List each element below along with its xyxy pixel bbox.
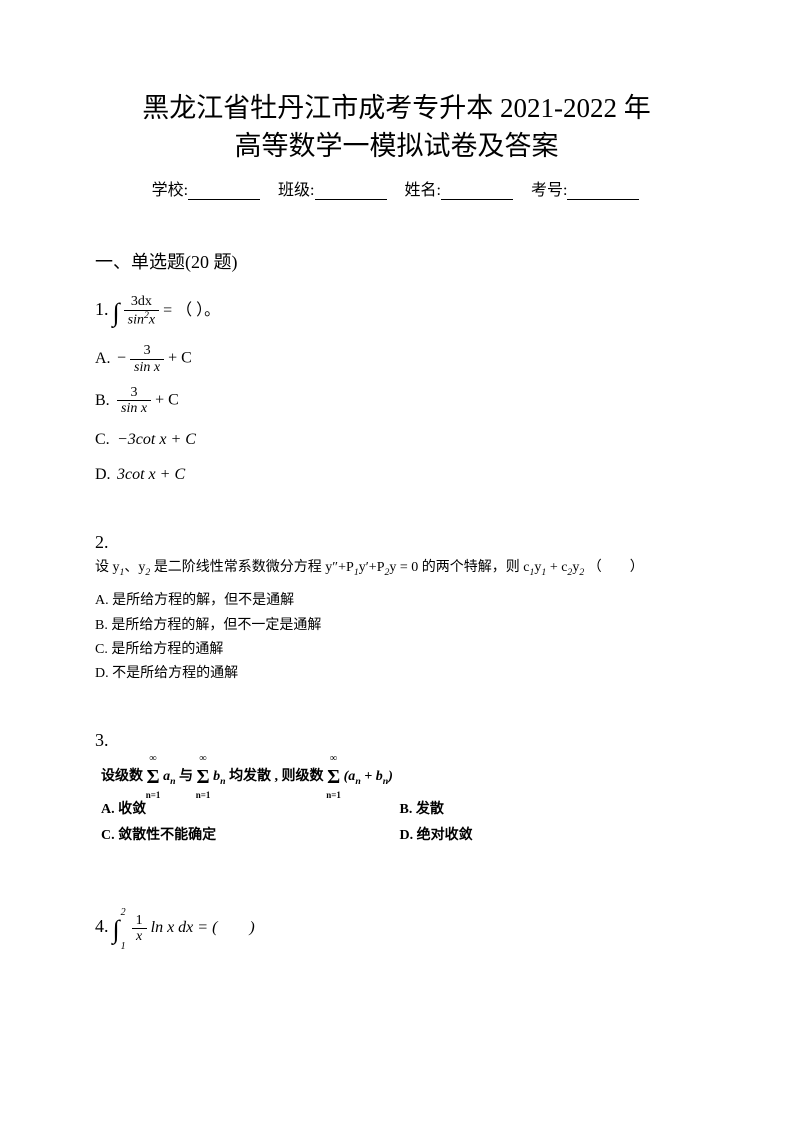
title-line-2: 高等数学一模拟试卷及答案 [235,131,559,161]
blank-class[interactable] [315,181,387,200]
label-name: 姓名: [405,182,441,199]
student-info-line: 学校: 班级: 姓名: 考号: [95,176,698,200]
sigma-icon: Σ∞n=1 [327,761,340,793]
title-line-1: 黑龙江省牡丹江市成考专升本 2021-2022 年 [142,93,651,123]
q1-option-c: C. −3cot x + C [95,427,698,453]
q1-option-a: A. − 3 sin x + C [95,343,698,375]
section-heading: 一、单选题(20 题) [95,248,698,274]
q1-number: 1. [95,299,109,319]
q2-stem: 设 y1、y2 是二阶线性常系数微分方程 y″+P1y′+P2y = 0 的两个… [95,557,698,686]
blank-name[interactable] [441,181,513,200]
q3-options: A. 收敛 B. 发散 C. 敛散性不能确定 D. 绝对收敛 [95,797,698,850]
q3-option-d: D. 绝对收敛 [400,825,699,847]
question-1: 1. ∫ 3dx sin2x = （ ）。 A. − 3 sin x + C B… [95,292,698,488]
q4-integral: ∫ 2 1 1 x ln x dx = ( ) [113,919,255,936]
blank-number[interactable] [567,181,639,200]
q1-option-d: D. 3cot x + C [95,462,698,488]
label-class: 班级: [278,182,314,199]
q4-number: 4. [95,916,109,936]
blank-school[interactable] [188,181,260,200]
q3-number: 3. [95,726,698,755]
sigma-icon: Σ∞n=1 [197,761,210,793]
page-title: 黑龙江省牡丹江市成考专升本 2021-2022 年 高等数学一模拟试卷及答案 [95,90,698,166]
label-number: 考号: [531,182,567,199]
question-3: 3. 设级数 Σ∞n=1 an 与 Σ∞n=1 bn 均发散 , 则级数 Σ∞n… [95,726,698,850]
q1-option-b: B. 3 sin x + C [95,385,698,417]
q1-prompt-tail: （ ）。 [176,302,220,319]
sigma-icon: Σ∞n=1 [147,761,160,793]
question-4: 4. ∫ 2 1 1 x ln x dx = ( ) [95,909,698,951]
q3-option-c: C. 敛散性不能确定 [101,825,400,847]
q3-stem: 设级数 Σ∞n=1 an 与 Σ∞n=1 bn 均发散 , 则级数 Σ∞n=1 … [95,755,698,797]
label-school: 学校: [152,182,188,199]
q2-option-c: C. 是所给方程的通解 [95,639,698,661]
q1-integral: ∫ 3dx sin2x = [113,302,177,319]
q2-option-d: D. 不是所给方程的通解 [95,663,698,685]
q3-option-b: B. 发散 [400,799,699,821]
exam-page: 黑龙江省牡丹江市成考专升本 2021-2022 年 高等数学一模拟试卷及答案 学… [0,0,793,1122]
q2-option-b: B. 是所给方程的解，但不一定是通解 [95,615,698,637]
q2-option-a: A. 是所给方程的解，但不是通解 [95,590,698,612]
question-2: 2. 设 y1、y2 是二阶线性常系数微分方程 y″+P1y′+P2y = 0 … [95,528,698,686]
q2-number: 2. [95,528,698,557]
